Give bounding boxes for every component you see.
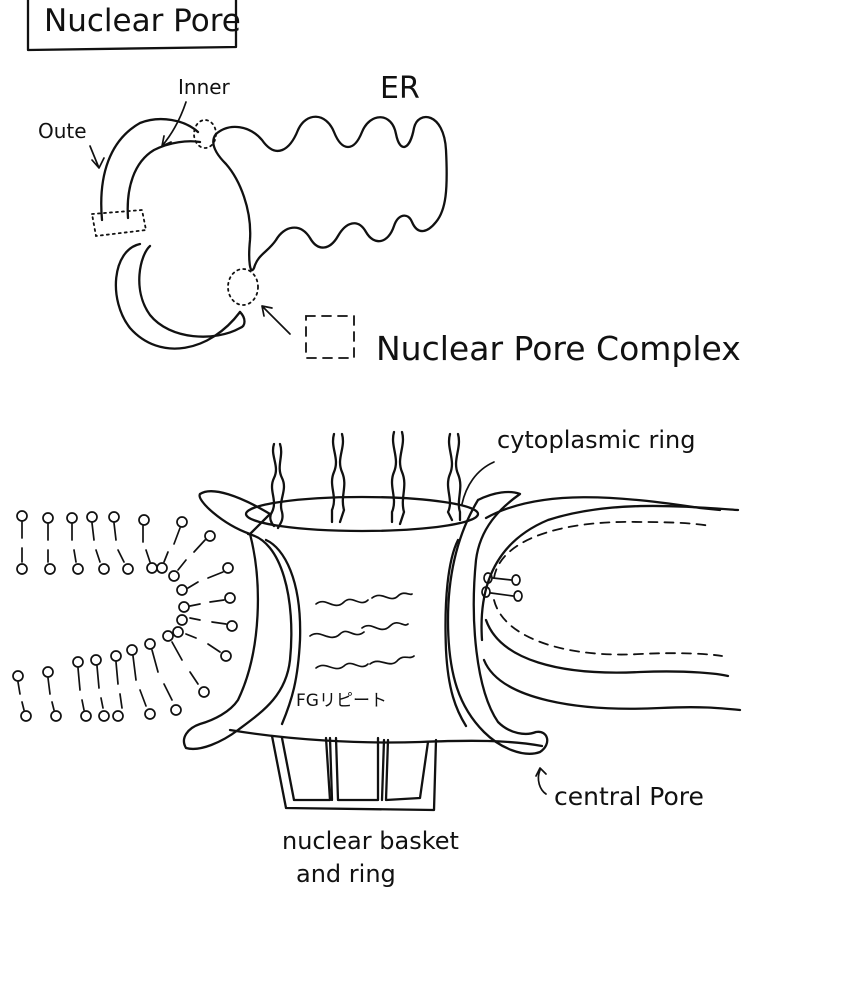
nuclear-basket-label-line1: nuclear basket [282,827,459,855]
inner-membrane-lower [138,244,246,338]
nuclear-pore-complex-diagram: FGリピート cytoplasmic ring [12,426,742,888]
title-box: Nuclear Pore [26,0,241,52]
nuclear-ring [228,728,544,748]
lipid-lower-row [12,630,210,722]
central-pore-label: central Pore [554,782,704,811]
inner-arrow [161,101,187,147]
cytoplasmic-filaments [269,430,462,530]
fg-repeat-squiggles [309,592,415,670]
cytoplasmic-ring-label: cytoplasmic ring [497,426,695,454]
central-channel [264,538,302,726]
er-membrane [212,115,448,272]
inner-membrane-label: Inner [178,75,231,99]
legend-swatch [305,315,355,359]
legend-label: Nuclear Pore Complex [376,329,741,368]
npc-right-wall [446,490,549,755]
lipid-upper-row [16,510,238,662]
fg-repeat-label: FGリピート [296,691,387,711]
nuclear-basket [270,734,438,812]
outer-arrow [89,145,105,169]
right-nuclear-envelope [480,496,742,712]
central-pore-pointer [535,767,547,795]
npc-left-wall [182,490,293,751]
nuclear-basket-label-line2: and ring [296,860,396,888]
cytoplasmic-ring-pointer [461,461,495,505]
pore-complex-top [193,119,217,149]
central-channel-right [444,538,468,728]
pore-complex-left [90,209,148,237]
legend-arrow [261,305,291,335]
outer-membrane-label: Oute [38,119,87,143]
nucleus-envelope-diagram: Oute Inner ER Nuclear Pore Complex [38,71,741,368]
page-title: Nuclear Pore [44,3,241,39]
lipid-bilayer-left [12,510,238,722]
outer-membrane-lower [114,242,242,350]
cytoplasmic-ring [244,495,480,533]
er-label: ER [380,71,420,106]
outer-membrane-upper [100,117,200,222]
inner-membrane-upper [126,140,202,220]
pore-complex-bottom [227,268,259,306]
